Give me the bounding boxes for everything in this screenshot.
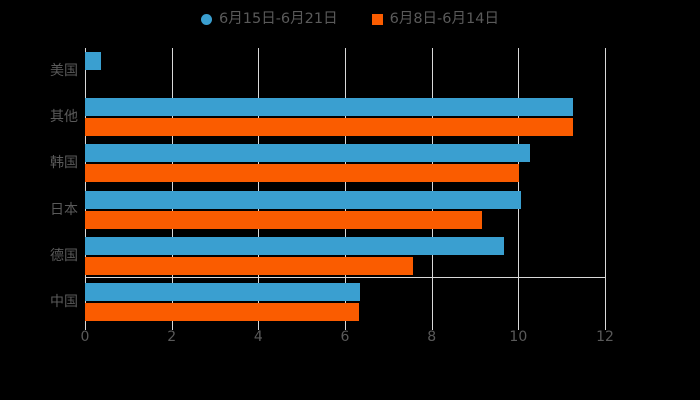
x-tick-label: 0 <box>80 329 90 345</box>
legend-marker-square-icon <box>371 13 383 25</box>
bar[interactable] <box>85 256 414 275</box>
y-axis-category-label: 美国 <box>50 63 78 80</box>
x-axis-line <box>85 277 606 278</box>
gridline-x <box>518 48 520 325</box>
bar[interactable] <box>85 118 574 137</box>
bar[interactable] <box>85 164 520 183</box>
gridline-x <box>258 48 260 325</box>
x-tick-label: 8 <box>427 329 437 345</box>
x-tick-label: 12 <box>596 329 614 345</box>
x-tick-label: 2 <box>167 329 177 345</box>
gridline-x <box>171 48 173 325</box>
gridline-x <box>605 48 606 325</box>
y-axis-category-label: 其他 <box>50 109 78 126</box>
y-axis-category-label: 德国 <box>50 247 78 264</box>
gridline-x <box>345 48 346 325</box>
gridline-x <box>431 48 433 325</box>
x-tick-label: 6 <box>340 329 350 345</box>
x-tick-mark <box>258 325 260 330</box>
bar[interactable] <box>85 282 361 301</box>
x-axis-labels: 0 2 4 6 8 10 12 <box>0 330 700 354</box>
x-tick-mark <box>605 325 606 330</box>
x-tick-label: 4 <box>253 329 263 345</box>
bar[interactable] <box>85 98 574 117</box>
legend-label-0: 6月15日-6月21日 <box>219 10 338 27</box>
legend-marker-circle-icon <box>201 13 213 25</box>
chart-legend: 6月15日-6月21日 6月8日-6月14日 <box>0 6 700 32</box>
legend-label-1: 6月8日-6月14日 <box>389 10 499 27</box>
y-axis-labels: 美国其他韩国日本德国中国 <box>0 48 78 325</box>
legend-entry-1[interactable]: 6月8日-6月14日 <box>371 10 499 27</box>
x-tick-label: 10 <box>509 329 528 345</box>
bar[interactable] <box>85 236 505 255</box>
x-tick-mark <box>518 325 520 330</box>
y-axis-category-label: 韩国 <box>50 155 78 172</box>
x-tick-mark <box>171 325 173 330</box>
gridline-x <box>85 48 86 325</box>
x-tick-mark <box>85 325 86 330</box>
bar[interactable] <box>85 144 531 163</box>
bar[interactable] <box>85 52 102 71</box>
legend-entry-0[interactable]: 6月15日-6月21日 <box>201 12 338 27</box>
x-tick-mark <box>345 325 346 330</box>
x-tick-mark <box>431 325 433 330</box>
bar[interactable] <box>85 302 360 321</box>
bar[interactable] <box>85 190 521 209</box>
y-axis-category-label: 日本 <box>50 201 78 218</box>
y-axis-category-label: 中国 <box>50 293 78 310</box>
plot-area <box>85 48 606 325</box>
bar[interactable] <box>85 210 483 229</box>
